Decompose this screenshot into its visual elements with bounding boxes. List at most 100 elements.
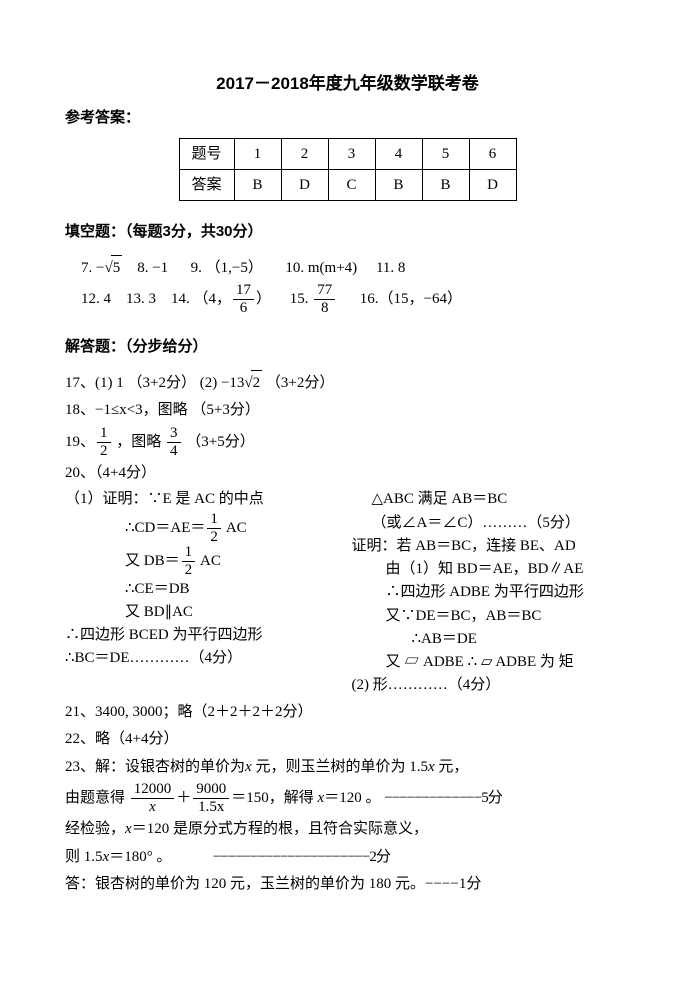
q23-l2-pre: 由题意得 xyxy=(65,790,129,806)
q20-l5: 又 BD∥AC xyxy=(65,601,344,624)
fraction: 12 xyxy=(182,545,196,578)
var-x: x xyxy=(245,759,252,775)
fraction: 778 xyxy=(314,283,335,316)
q9-text: 9. （1,−5） xyxy=(191,260,263,276)
q17-tail: （3+2分） xyxy=(262,375,334,391)
fill-section-head: 填空题：（每题3分，共30分） xyxy=(65,219,630,245)
q20-l1: （1）证明：∵E 是 AC 的中点 xyxy=(65,488,344,511)
frac-den: 2 xyxy=(207,529,221,545)
q7-text: 7. − xyxy=(81,260,104,276)
fill-row-1: 7. −5 8. −1 9. （1,−5） 10. m(m+4) 11. 8 xyxy=(81,255,630,282)
q23-l4a: 则 1.5 xyxy=(65,849,103,865)
q20-r5: ∴四边形 ADBE 为平行四边形 xyxy=(352,581,631,604)
fraction: 12 xyxy=(97,426,111,459)
q20-right-col: △ABC 满足 AB＝BC （或∠A＝∠C）………（5分） 证明：若 AB＝BC… xyxy=(348,488,631,697)
eq: ＝150，解得 xyxy=(231,790,317,806)
q20-left-col: （1）证明：∵E 是 AC 的中点 ∴CD＝AE＝12 AC 又 DB＝12 A… xyxy=(65,488,348,670)
q17-a: 17、(1) 1 （3+2分） (2) −13 xyxy=(65,375,244,391)
q20-r7: ∴AB＝DE xyxy=(352,628,631,651)
q22-line: 22、略（4+4分） xyxy=(65,727,630,753)
q20-head: 20、（4+4分） xyxy=(65,461,630,487)
table-cell: B xyxy=(375,170,422,201)
fraction: 90001.5x xyxy=(193,782,229,815)
page: 2017－2018年度九年级数学联考卷 参考答案： 题号 1 2 3 4 5 6… xyxy=(0,0,695,940)
frac-num: 1 xyxy=(97,426,111,443)
q20-l6: ∴四边形 BCED 为平行四边形 xyxy=(65,624,344,647)
sqrt-icon: 2 xyxy=(244,370,262,397)
frac-num: 3 xyxy=(167,426,181,443)
q20-r2: （或∠A＝∠C）………（5分） xyxy=(352,512,631,535)
sqrt-icon: 5 xyxy=(104,255,122,282)
frac-den: 4 xyxy=(167,443,181,459)
q20-l2-pre: ∴CD＝AE＝ xyxy=(125,520,205,536)
q23-l3b: ＝120 是原分式方程的根，且符合实际意义， xyxy=(132,821,428,837)
q23-l1b: 元，则玉兰树的单价为 1.5 xyxy=(252,759,428,775)
q16-text: 16.（15，−64） xyxy=(360,291,462,307)
q12-text: 12. 4 xyxy=(81,291,111,307)
table-cell: 6 xyxy=(469,139,516,170)
frac-den: x xyxy=(131,799,175,815)
frac-den: 2 xyxy=(97,443,111,459)
frac-den: 6 xyxy=(233,300,254,316)
fraction: 176 xyxy=(233,283,254,316)
q21-line: 21、3400, 3000；略（2＋2＋2＋2分） xyxy=(65,700,630,726)
q23-l3: 经检验，x＝120 是原分式方程的根，且符合实际意义， xyxy=(65,817,630,843)
table-cell: C xyxy=(328,170,375,201)
q20-r1: △ABC 满足 AB＝BC xyxy=(352,488,631,511)
frac-num: 1 xyxy=(207,512,221,529)
var-x: x xyxy=(428,759,435,775)
var-x: x xyxy=(125,821,132,837)
table-cell: 5 xyxy=(422,139,469,170)
table-cell: D xyxy=(469,170,516,201)
frac-num: 77 xyxy=(314,283,335,300)
table-cell: B xyxy=(234,170,281,201)
q23-l3a: 经检验， xyxy=(65,821,125,837)
page-title: 2017－2018年度九年级数学联考卷 xyxy=(65,70,630,99)
solve-section-head: 解答题：（分步给分） xyxy=(65,334,630,360)
plus: ＋ xyxy=(176,790,191,806)
q23-l1c: 元， xyxy=(435,759,469,775)
frac-num: 1 xyxy=(182,545,196,562)
q20-l2: ∴CD＝AE＝12 AC xyxy=(65,512,344,545)
q20-r8: 又 ▱ ADBE ∴ ▱ ADBE 为 矩 xyxy=(352,651,631,674)
table-cell: 3 xyxy=(328,139,375,170)
q15-pre: 15. xyxy=(290,291,313,307)
fraction: 12 xyxy=(207,512,221,545)
q13-text: 13. 3 xyxy=(126,291,156,307)
frac-num: 17 xyxy=(233,283,254,300)
fraction: 12000x xyxy=(131,782,175,815)
answer-label: 参考答案： xyxy=(65,105,630,131)
radicand: 5 xyxy=(111,255,123,282)
q18-line: 18、−1≤x<3，图略 （5+3分） xyxy=(65,398,630,424)
q20-l3-pre: 又 DB＝ xyxy=(125,553,180,569)
frac-den: 8 xyxy=(314,300,335,316)
fill-row-2: 12. 4 13. 3 14. （4，176） 15. 778 16.（15，−… xyxy=(81,283,630,316)
q10-text: 10. m(m+4) xyxy=(285,260,357,276)
q19-post: （3+5分） xyxy=(183,434,255,450)
table-cell: 4 xyxy=(375,139,422,170)
q20-r6: 又∵DE＝BC，AB＝BC xyxy=(352,605,631,628)
frac-den: 1.5x xyxy=(193,799,229,815)
q23-l5: 答：银杏树的单价为 120 元，玉兰树的单价为 180 元。−−−−1分 xyxy=(65,872,630,898)
q20-two-col: （1）证明：∵E 是 AC 的中点 ∴CD＝AE＝12 AC 又 DB＝12 A… xyxy=(65,488,630,697)
table-cell: D xyxy=(281,170,328,201)
q19-pre: 19、 xyxy=(65,434,95,450)
table-row: 答案 B D C B B D xyxy=(179,170,516,201)
radicand: 2 xyxy=(251,370,263,397)
q17-line: 17、(1) 1 （3+2分） (2) −13 2 （3+2分） xyxy=(65,370,630,397)
fraction: 34 xyxy=(167,426,181,459)
q23-l4b: ＝180° 。 xyxy=(109,849,171,865)
q20-r4: 由（1）知 BD＝AE，BD∥AE xyxy=(352,558,631,581)
q11-text: 11. 8 xyxy=(376,260,405,276)
table-cell: 2 xyxy=(281,139,328,170)
q20-r3: 证明：若 AB＝BC，连接 BE、AD xyxy=(352,535,631,558)
frac-num: 9000 xyxy=(193,782,229,799)
dash-2: −−−−−−−−−−−−−−−−−−−−−2分 xyxy=(213,849,390,865)
q14-pre: 14. （4， xyxy=(171,291,231,307)
q23-l1: 23、解：设银杏树的单价为x 元，则玉兰树的单价为 1.5x 元， xyxy=(65,755,630,781)
eq2: ＝120 。 xyxy=(324,790,380,806)
table-head-cell: 答案 xyxy=(179,170,234,201)
q23-l1a: 23、解：设银杏树的单价为 xyxy=(65,759,245,775)
table-row: 题号 1 2 3 4 5 6 xyxy=(179,139,516,170)
frac-den: 2 xyxy=(182,562,196,578)
